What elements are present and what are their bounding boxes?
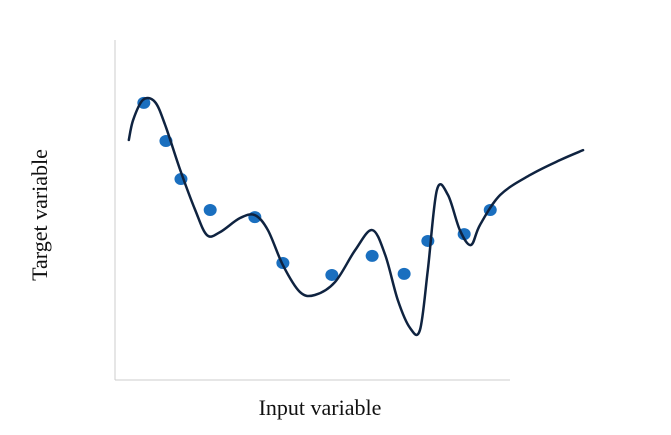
- data-point: [203, 204, 217, 216]
- data-point: [325, 268, 339, 281]
- y-axis-label: Target variable: [27, 149, 52, 281]
- data-point: [397, 267, 411, 280]
- fitted-curve: [127, 96, 585, 337]
- data-point: [137, 96, 151, 109]
- x-axis-label: Input variable: [259, 395, 382, 420]
- data-point: [365, 249, 379, 262]
